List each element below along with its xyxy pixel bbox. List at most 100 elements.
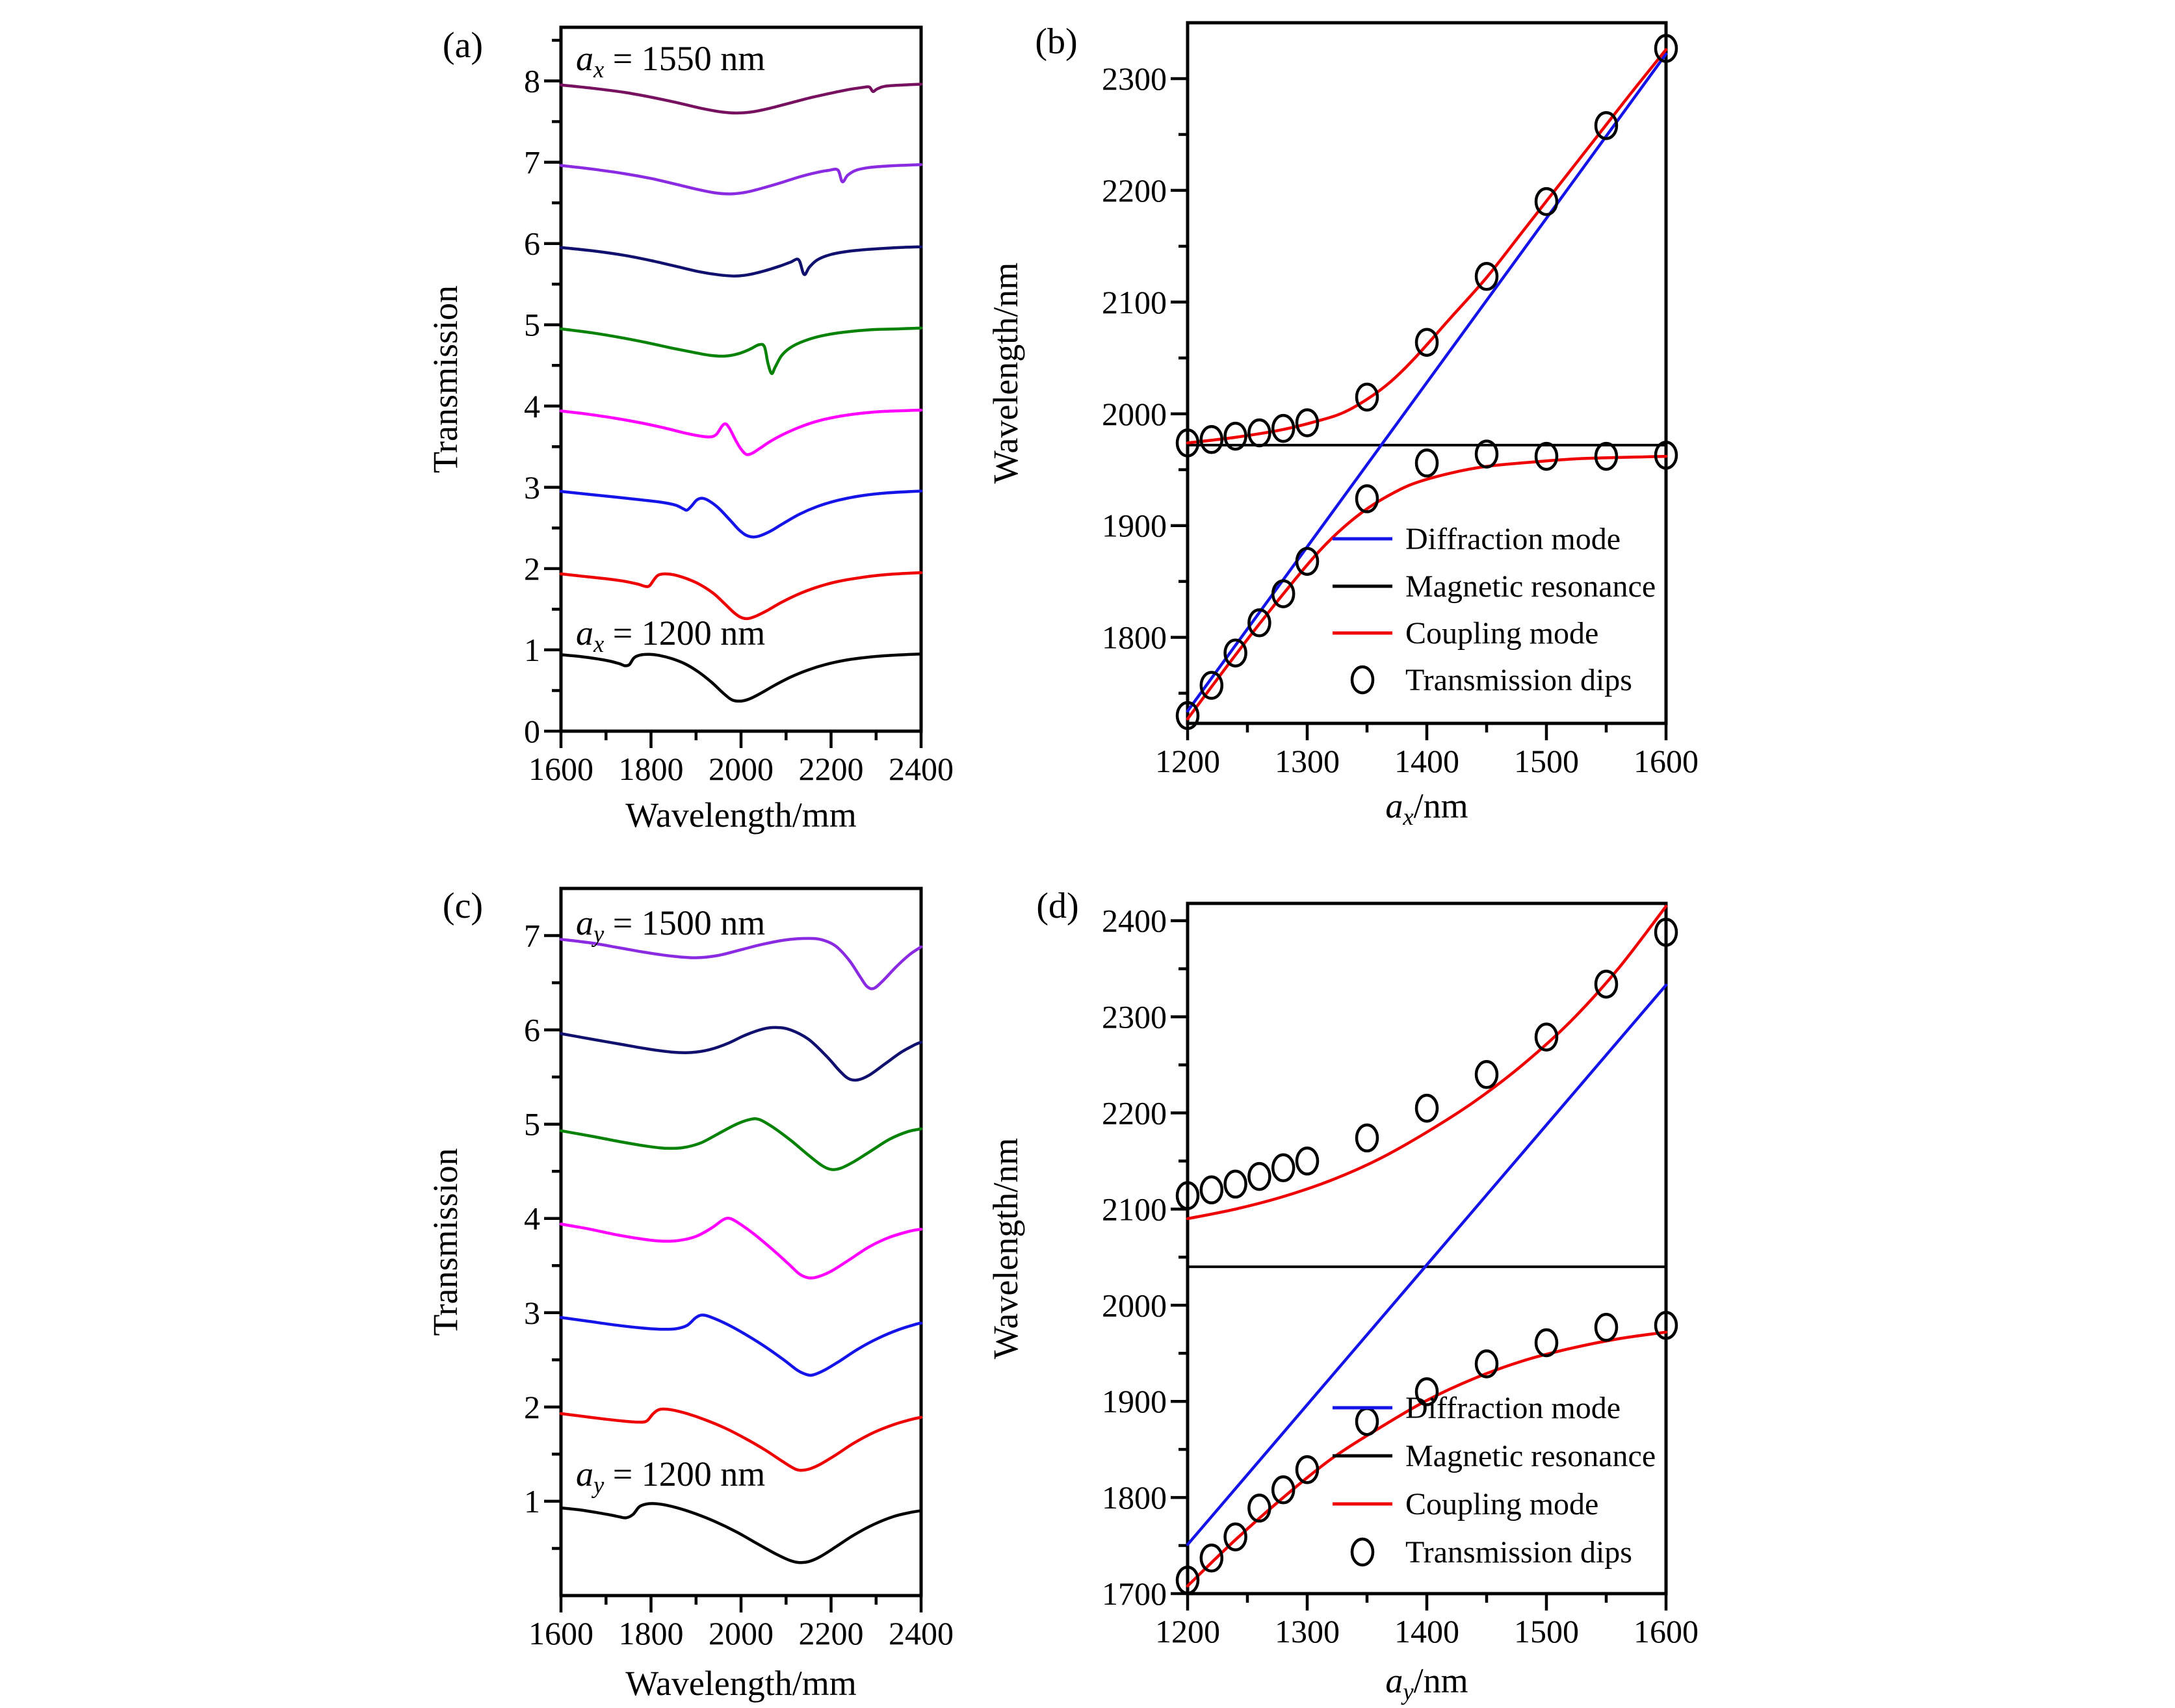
- y-axis-label-a: Transmission: [426, 285, 465, 473]
- scatter-point: [1247, 418, 1271, 448]
- x-tick-label: 2400: [889, 1615, 954, 1651]
- annotation-c-0: ay = 1500 nm: [576, 903, 765, 947]
- y-tick-label: 3: [524, 1295, 540, 1331]
- x-tick-label: 2000: [709, 751, 774, 787]
- scatter-point: [1223, 1169, 1247, 1199]
- scatter-point: [1474, 262, 1499, 291]
- x-tick-label: 1600: [528, 1615, 593, 1651]
- y-tick-label: 2100: [1102, 284, 1167, 320]
- scatter-point: [1474, 1060, 1499, 1089]
- scatter-point: [1414, 328, 1439, 357]
- scatter-point: [1271, 413, 1296, 443]
- series-ax-1400-nm-spectrum: [559, 326, 923, 375]
- x-axis-label-a: Wavelength/mm: [625, 796, 857, 835]
- x-tick-label: 1300: [1275, 743, 1340, 779]
- scatter-point: [1355, 484, 1379, 513]
- x-tick-label: 2200: [799, 751, 864, 787]
- scatter-transmission-dips: [1175, 34, 1678, 731]
- x-tick-label: 1500: [1514, 743, 1579, 779]
- series-ax-1300-nm-spectrum: [559, 489, 923, 539]
- panel-letter-b: (b): [1035, 21, 1077, 62]
- y-tick-label: 6: [524, 226, 540, 262]
- panel-a: 1600 1800 2000 2200 2400 0 1 2 3 4 5 6 7 8 Wavelength/…: [426, 25, 954, 835]
- y-tick-label: 2: [524, 1389, 540, 1425]
- scatter-point: [1271, 1153, 1296, 1183]
- x-tick-label: 1600: [1634, 1613, 1699, 1650]
- scatter-point: [1654, 34, 1678, 63]
- y-tick-label: 2400: [1102, 903, 1167, 939]
- scatter-point: [1199, 1544, 1224, 1573]
- scatter-point: [1474, 1349, 1499, 1378]
- y-axis-label-c: Transmission: [426, 1148, 465, 1336]
- y-tick-label: 2100: [1102, 1191, 1167, 1227]
- scatter-point: [1295, 408, 1320, 437]
- panel-letter-a: (a): [443, 25, 483, 66]
- x-tick-label: 1300: [1275, 1613, 1340, 1650]
- scatter-point: [1247, 1161, 1271, 1191]
- x-tick-label: 2400: [889, 751, 954, 787]
- scatter-point: [1295, 1146, 1320, 1176]
- y-tick-label: 3: [524, 469, 540, 506]
- scatter-point: [1223, 1522, 1247, 1551]
- series-coupling-mode-lower-branch: [1186, 1330, 1668, 1588]
- x-tick-label: 1800: [619, 1615, 684, 1651]
- scatter-point: [1414, 448, 1439, 478]
- legend-label-transmission-dips: Transmission dips: [1405, 663, 1632, 697]
- y-tick-label: 0: [524, 713, 540, 749]
- scatter-point: [1594, 441, 1619, 471]
- y-tick-label: 1800: [1102, 1479, 1167, 1516]
- scatter-point: [1223, 421, 1247, 451]
- scatter-point: [1534, 441, 1559, 471]
- annotation-c-1: ay = 1200 nm: [576, 1455, 765, 1498]
- y-tick-label: 4: [524, 1200, 540, 1237]
- scatter-point: [1247, 1494, 1271, 1523]
- series-ay-1500-nm-spectrum: [559, 937, 923, 990]
- series-ax-1500-nm-spectrum: [559, 163, 923, 196]
- scatter-point: [1355, 1406, 1379, 1436]
- y-tick-label: 1700: [1102, 1575, 1167, 1612]
- scatter-point: [1271, 579, 1296, 608]
- y-tick-label: 2200: [1102, 1094, 1167, 1131]
- series-ay-1200-nm-spectrum: [559, 1502, 923, 1564]
- series-ay-1300-nm-spectrum: [559, 1313, 923, 1377]
- scatter-point: [1175, 428, 1200, 458]
- series-ax-1350-nm-spectrum: [559, 408, 923, 456]
- scatter-point: [1414, 1093, 1439, 1123]
- y-tick-label: 2200: [1102, 172, 1167, 209]
- y-tick-label: 7: [524, 918, 540, 954]
- y-tick-label: 8: [524, 63, 540, 99]
- y-tick-label: 2: [524, 550, 540, 587]
- y-tick-label: 2300: [1102, 60, 1167, 97]
- scatter-point: [1534, 187, 1559, 216]
- x-tick-label: 2000: [709, 1615, 774, 1651]
- y-tick-label: 2000: [1102, 1287, 1167, 1323]
- scatter-point: [1414, 1377, 1439, 1406]
- panel-c: 1600 1800 2000 2200 2400 1 2 3 4 5 6 7 Wavelength/mm…: [426, 886, 954, 1703]
- y-tick-label: 5: [524, 307, 540, 343]
- x-tick-label: 1600: [1634, 743, 1699, 779]
- annotation-a-1: ax = 1200 nm: [576, 614, 765, 657]
- x-tick-label: 1800: [619, 751, 684, 787]
- series-ax-1450-nm-spectrum: [559, 245, 923, 278]
- legend-label-diffraction-mode: Diffraction mode: [1405, 522, 1621, 556]
- scatter-point: [1534, 1328, 1559, 1358]
- y-axis-label-d: Wavelength/nm: [986, 1138, 1025, 1360]
- x-axis-label-b: ax/nm: [1385, 786, 1468, 830]
- y-tick-label: 1900: [1102, 1383, 1167, 1419]
- scatter-point: [1594, 969, 1619, 999]
- scatter-point: [1654, 441, 1678, 470]
- series-ax-1250-nm-spectrum: [559, 571, 923, 621]
- scatter-point: [1654, 1311, 1678, 1340]
- panel-b: 1200 1300 1400 1500 1600 1800 1900 2000 2100 2200…: [986, 21, 1699, 830]
- scatter-point: [1295, 547, 1320, 576]
- scatter-point: [1355, 382, 1379, 412]
- scatter-point: [1355, 1123, 1379, 1153]
- scatter-point: [1175, 1566, 1200, 1595]
- series-ax-1550-nm-spectrum: [559, 83, 923, 115]
- legend-label-magnetic-resonance: Magnetic resonance: [1405, 569, 1656, 604]
- legend-b: Diffraction mode Magnetic resonance Coupli…: [1333, 522, 1656, 697]
- y-axis-label-b: Wavelength/nm: [986, 263, 1025, 484]
- panel-letter-d: (d): [1036, 886, 1078, 926]
